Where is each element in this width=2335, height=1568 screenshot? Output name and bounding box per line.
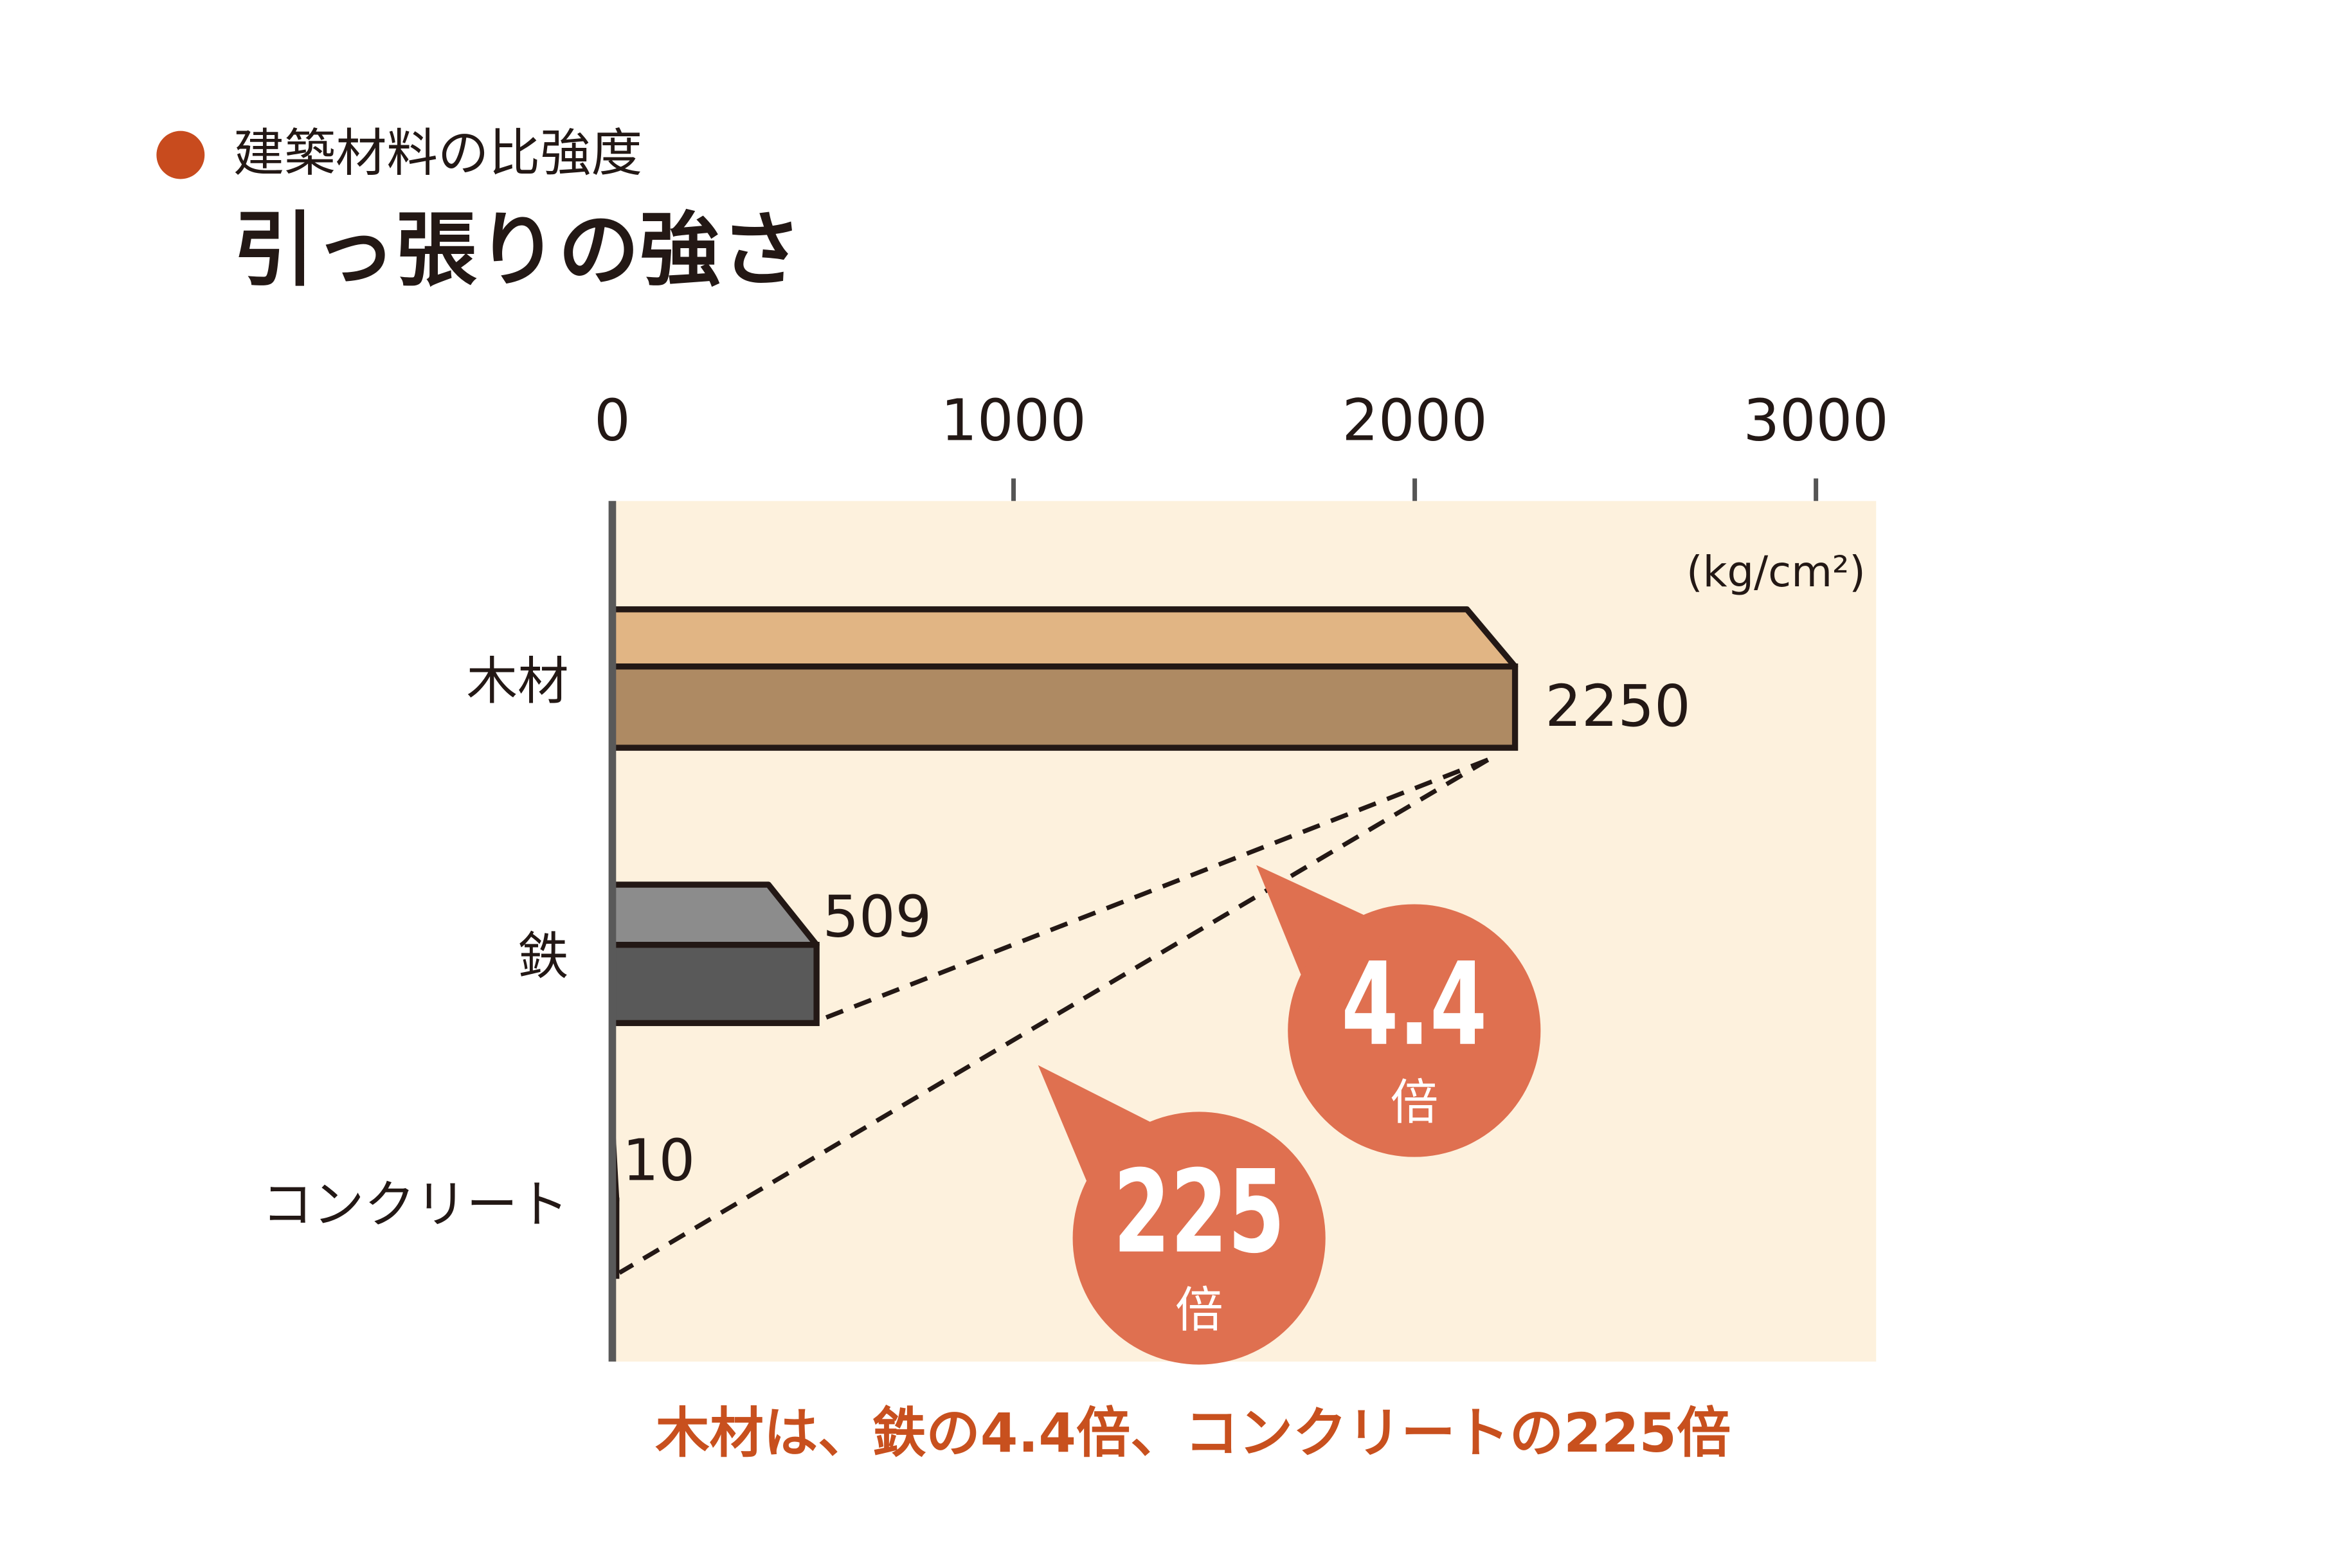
x-tick-label: 2000 — [1342, 386, 1487, 453]
value-label: 509 — [822, 883, 932, 950]
bar-top — [609, 606, 1519, 670]
bar — [609, 941, 820, 1027]
value-label: 10 — [622, 1127, 695, 1194]
callout-unit: 倍 — [1390, 1074, 1438, 1131]
callout-tail — [1038, 1065, 1150, 1181]
comparison-line — [618, 757, 1490, 1275]
x-tick-label: 3000 — [1743, 386, 1888, 453]
category-label: 木材 — [466, 651, 568, 711]
x-tick-label: 0 — [594, 386, 631, 453]
value-label: 2250 — [1545, 672, 1690, 739]
callout-unit: 倍 — [1175, 1282, 1223, 1338]
title-dot — [156, 131, 205, 179]
callout-bubble — [1288, 904, 1541, 1157]
bar — [609, 663, 1519, 751]
category-label: コンクリート — [262, 1175, 568, 1234]
unit-label: (kg/cm²) — [1686, 548, 1866, 597]
callout-bubble — [1072, 1112, 1326, 1365]
footnote: 木材は、鉄の4.4倍、コンクリートの225倍 — [655, 1401, 1731, 1464]
callout-value: 225 — [1113, 1145, 1285, 1279]
chart-title: 建築材料の比強度 — [233, 123, 642, 183]
callout-value: 4.4 — [1341, 937, 1487, 1071]
callout-tail — [1256, 865, 1364, 975]
chart-subtitle: 引っ張りの強さ — [233, 203, 802, 298]
category-label: 鉄 — [518, 926, 569, 986]
x-tick-label: 1000 — [941, 386, 1086, 453]
